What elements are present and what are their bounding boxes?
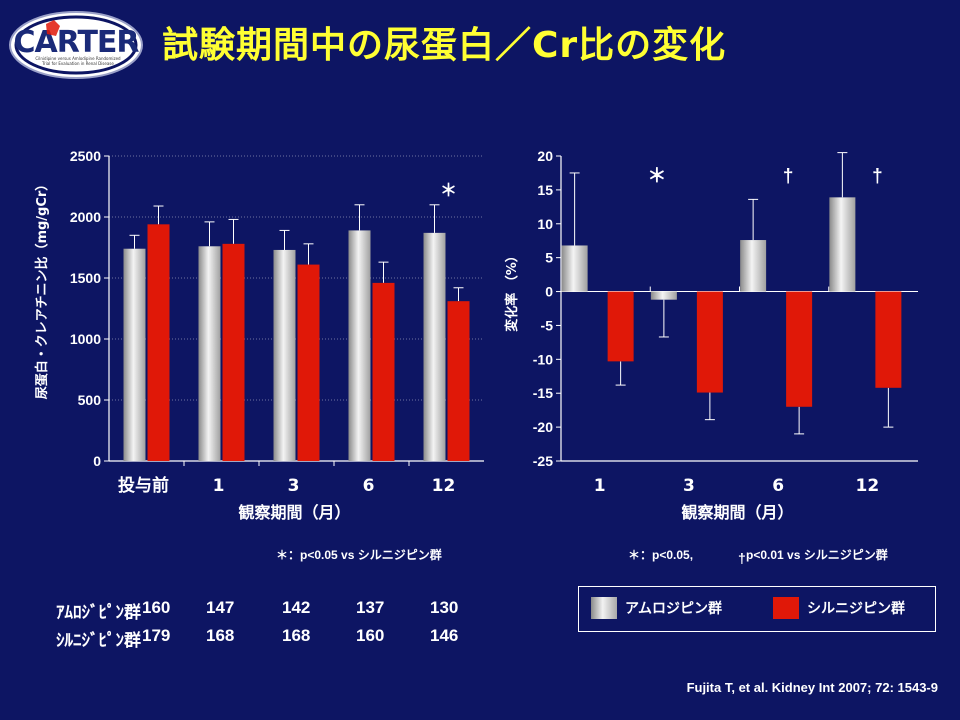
bar-amlodipine [273,249,296,461]
count-cell: 168 [282,626,311,645]
left-significance-marker: ＊ [440,181,457,200]
left-y-tick-label: 500 [78,392,102,408]
right-y-tick-label: -15 [533,385,553,401]
left-y-tick-label: 1000 [70,331,101,347]
left-y-axis-label: 尿蛋白・クレアチニン比（mg/gCr） [34,178,50,400]
right-significance-marker: † [783,166,794,187]
count-cell: 137 [356,598,385,617]
right-y-tick-label: 20 [537,148,553,164]
svg-text:Trial for Evaluation in Renal: Trial for Evaluation in Renal Disease [41,61,114,66]
count-cell: 160 [356,626,385,645]
bar-amlodipine [561,245,588,292]
bar-amlodipine [829,197,856,292]
count-cell: 147 [206,598,235,617]
left-x-tick-label: 12 [432,476,456,496]
left-y-tick-label: 2000 [70,209,101,225]
count-cell: 146 [430,626,459,645]
left-y-tick-label: 0 [93,453,101,469]
right-x-axis-label: 観察期間（月） [681,503,793,522]
left-x-axis-label: 観察期間（月） [238,503,350,522]
right-x-tick-label: 12 [856,476,880,496]
bar-amlodipine [650,291,677,300]
right-significance-marker: † [872,166,883,187]
bar-cilnidipine [222,243,245,461]
bar-cilnidipine [786,291,813,407]
right-y-tick-label: 5 [545,250,553,266]
right-y-tick-label: 0 [545,284,553,300]
right-y-tick-label: 10 [537,216,553,232]
legend-label: アムロジピン群 [625,601,723,617]
count-cell: 160 [142,598,171,617]
row-label: ｱﾑﾛｼﾞﾋﾟﾝ群 [56,603,141,622]
slide-title: 試験期間中の尿蛋白／Cr比の変化 [162,25,727,66]
count-cell: 179 [142,626,171,645]
count-cell: 168 [206,626,235,645]
left-y-tick-label: 2500 [70,148,101,164]
right-significance-note-a: ＊：p<0.05, [628,548,694,562]
svg-text:Cilnidipine versus Amlodipine: Cilnidipine versus Amlodipine Randomized [35,56,121,61]
left-x-tick-label: 投与前 [118,475,169,496]
left-x-tick-label: 1 [213,476,225,496]
right-y-tick-label: -5 [541,317,554,333]
bar-cilnidipine [147,224,170,461]
row-label: ｼﾙﾆｼﾞﾋﾟﾝ群 [56,631,141,650]
legend-label: シルニジピン群 [807,601,905,617]
right-y-tick-label: -10 [533,351,553,367]
bar-cilnidipine [875,291,902,388]
bar-cilnidipine [297,264,320,461]
right-x-tick-label: 6 [772,476,784,496]
left-significance-note: ＊：p<0.05 vs シルニジピン群 [276,548,442,562]
svg-text:CARTER: CARTER [13,25,139,60]
carter-logo: CARTER Cilnidipine versus Amlodipine Ran… [9,11,143,79]
right-x-tick-label: 1 [594,476,606,496]
bar-cilnidipine [696,291,723,393]
right-significance-note-b: p<0.01 vs シルニジピン群 [746,548,888,562]
bar-cilnidipine [372,282,395,461]
legend: アムロジピン群 シルニジピン群 [578,586,936,632]
legend-swatch-amlodipine [591,597,617,619]
bar-cilnidipine [447,301,470,461]
right-significance-marker: ＊ [647,166,666,187]
right-y-tick-label: -20 [533,419,553,435]
bar-cilnidipine [607,291,634,362]
right-y-axis-label: 変化率 （%） [504,249,520,332]
bar-amlodipine [198,246,221,461]
legend-swatch-cilnidipine [773,597,799,619]
count-cell: 130 [430,598,459,617]
left-y-tick-label: 1500 [70,270,101,286]
bar-amlodipine [123,248,146,461]
bar-amlodipine [348,230,371,461]
citation: Fujita T, et al. Kidney Int 2007; 72: 15… [686,680,938,695]
left-x-tick-label: 3 [288,476,300,496]
right-y-tick-label: 15 [537,182,553,198]
count-cell: 142 [282,598,311,617]
right-y-tick-label: -25 [533,453,553,469]
right-x-tick-label: 3 [683,476,695,496]
left-x-tick-label: 6 [363,476,375,496]
bar-amlodipine [423,232,446,461]
right-significance-dagger: † [738,550,746,566]
bar-amlodipine [740,240,767,292]
